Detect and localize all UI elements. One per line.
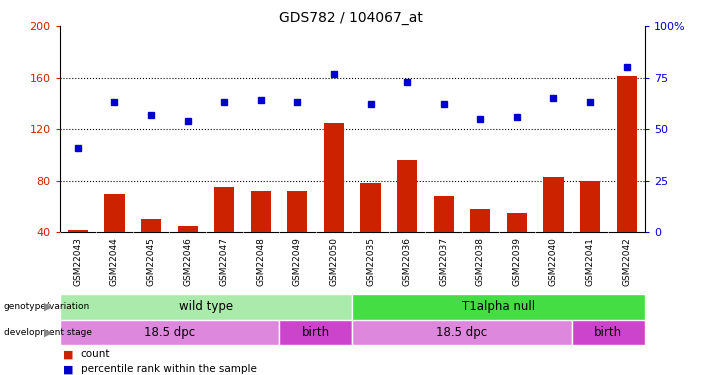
Text: GSM22035: GSM22035 <box>366 237 375 286</box>
Text: GSM22041: GSM22041 <box>585 237 594 286</box>
Text: GSM22040: GSM22040 <box>549 237 558 286</box>
Bar <box>141 219 161 284</box>
Bar <box>214 187 234 284</box>
Text: wild type: wild type <box>179 300 233 313</box>
Text: T1alpha null: T1alpha null <box>462 300 535 313</box>
Text: GSM22038: GSM22038 <box>476 237 485 286</box>
Text: ▶: ▶ <box>44 302 53 312</box>
Text: GSM22043: GSM22043 <box>74 237 83 286</box>
Bar <box>287 191 308 284</box>
Bar <box>279 320 353 345</box>
Bar <box>324 123 344 284</box>
Text: percentile rank within the sample: percentile rank within the sample <box>81 364 257 374</box>
Bar <box>434 196 454 284</box>
Bar <box>507 213 527 284</box>
Bar <box>397 160 417 284</box>
Bar <box>177 226 198 284</box>
Bar <box>104 194 125 284</box>
Text: GSM22039: GSM22039 <box>512 237 522 286</box>
Text: GSM22042: GSM22042 <box>622 237 631 286</box>
Bar <box>470 209 491 284</box>
Bar <box>580 181 600 284</box>
Text: GSM22050: GSM22050 <box>329 237 339 286</box>
Text: GSM22045: GSM22045 <box>147 237 156 286</box>
Text: 18.5 dpc: 18.5 dpc <box>437 326 488 339</box>
Text: GSM22047: GSM22047 <box>219 237 229 286</box>
Text: GSM22048: GSM22048 <box>257 237 265 286</box>
Bar <box>60 294 353 320</box>
Text: ▶: ▶ <box>44 327 53 337</box>
Bar <box>60 320 279 345</box>
Bar <box>543 177 564 284</box>
Bar <box>68 230 88 284</box>
Text: genotype/variation: genotype/variation <box>4 302 90 311</box>
Text: GSM22036: GSM22036 <box>402 237 411 286</box>
Text: ■: ■ <box>63 350 74 359</box>
Bar <box>353 294 645 320</box>
Text: development stage: development stage <box>4 328 92 337</box>
Text: GSM22046: GSM22046 <box>183 237 192 286</box>
Text: count: count <box>81 350 110 359</box>
Text: 18.5 dpc: 18.5 dpc <box>144 326 195 339</box>
Text: birth: birth <box>301 326 329 339</box>
Text: GSM22049: GSM22049 <box>293 237 302 286</box>
Bar <box>251 191 271 284</box>
Bar <box>572 320 645 345</box>
Text: ■: ■ <box>63 364 74 374</box>
Bar <box>617 76 637 284</box>
Bar <box>360 183 381 284</box>
Text: GSM22044: GSM22044 <box>110 237 119 286</box>
Text: birth: birth <box>594 326 622 339</box>
Text: GSM22037: GSM22037 <box>440 237 448 286</box>
Bar <box>353 320 572 345</box>
Text: GDS782 / 104067_at: GDS782 / 104067_at <box>278 11 423 25</box>
